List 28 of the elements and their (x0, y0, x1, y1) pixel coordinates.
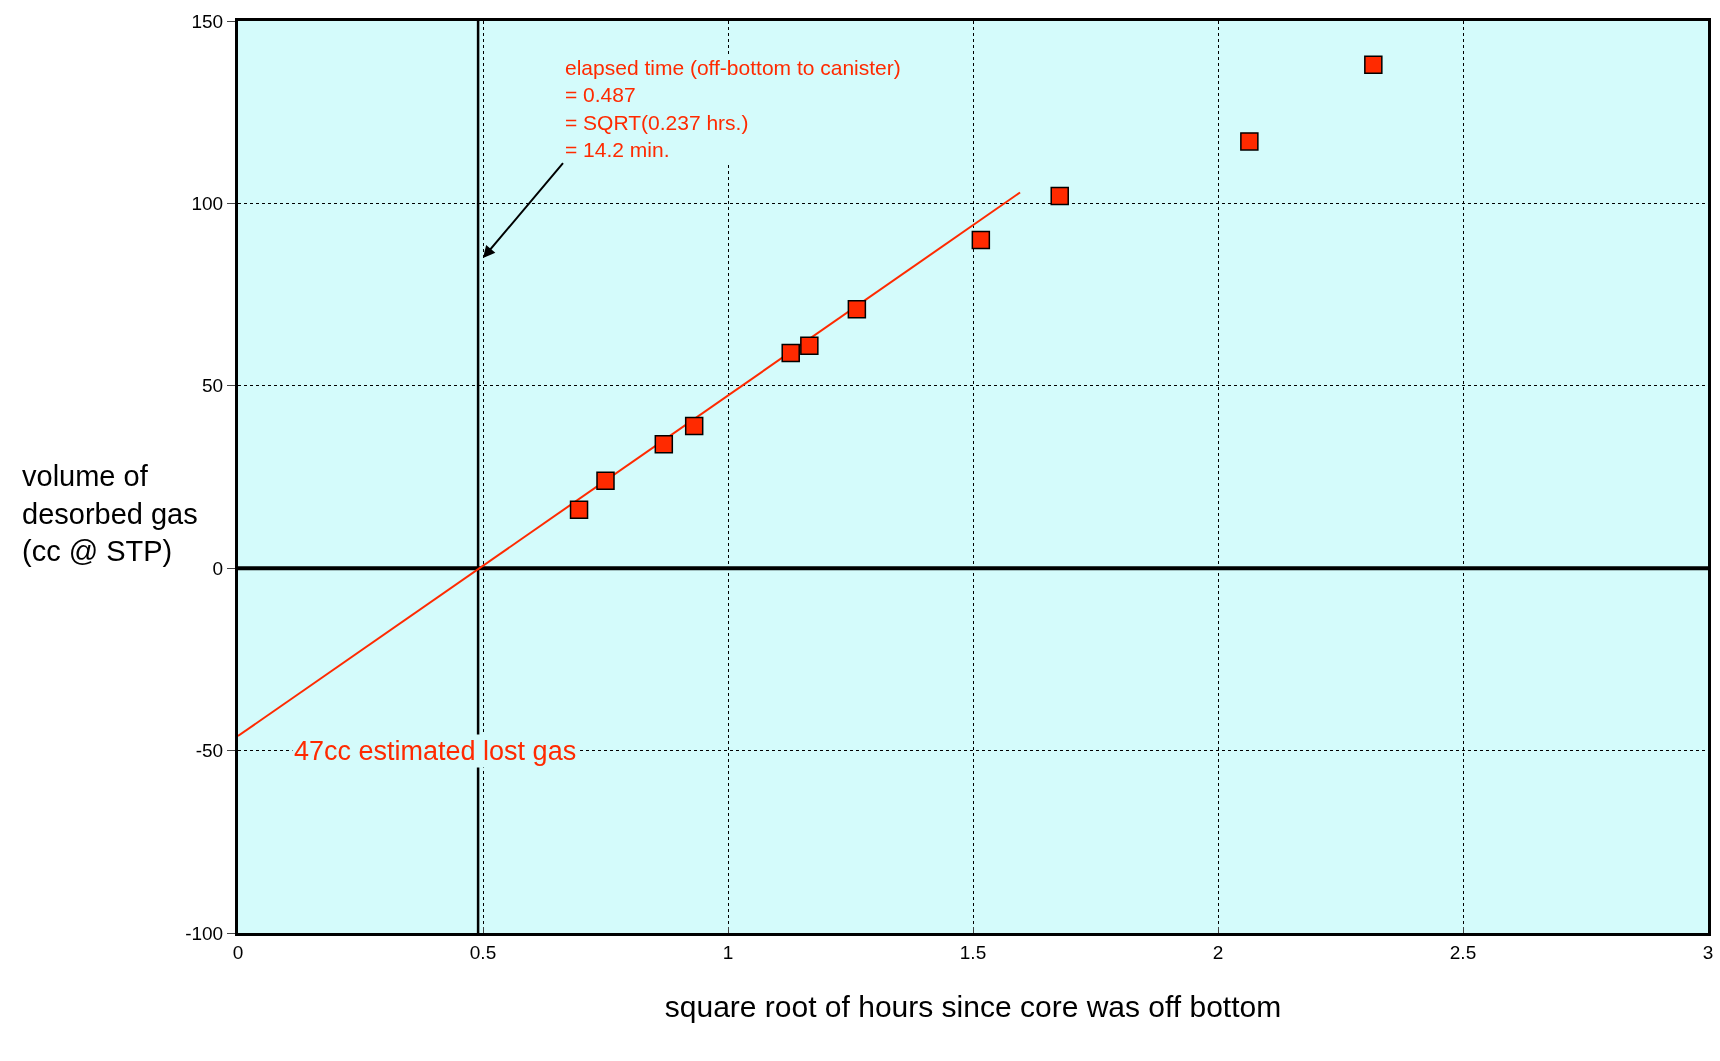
point (847, 299, 867, 319)
y-tick-label: -100 (185, 922, 224, 944)
point (569, 500, 589, 520)
y-tick-label: 50 (202, 375, 224, 397)
y-tick-label: -50 (195, 740, 224, 762)
x-tick-label: 0.5 (469, 941, 497, 963)
x-tick-label: 3 (1702, 941, 1714, 963)
y-tick-label: 0 (212, 557, 224, 579)
point (684, 416, 704, 436)
point (596, 471, 615, 490)
annotation: elapsed time (off-bottom to canister) = 0.487 = SQRT(0.237 hrs.) = 14.2 min. (565, 56, 901, 161)
x-tick-label: 0 (232, 941, 244, 963)
point (781, 343, 800, 363)
annotation: 47cc estimated lost gas (294, 736, 577, 766)
x-axis-title: square root of hours since core was off bottom (664, 990, 1282, 1024)
x-tick-label: 1 (722, 941, 734, 963)
y-tick-label: 150 (191, 10, 224, 32)
y-tick-label: 100 (191, 193, 224, 215)
y-axis-title: volume of desorbed gas (cc @ STP) (22, 460, 198, 568)
x-tick-label: 2.5 (1449, 941, 1477, 963)
x-tick-label: 1.5 (959, 941, 987, 963)
x-tick-label: 2 (1212, 941, 1224, 963)
point (654, 434, 674, 454)
point (1050, 186, 1069, 206)
point (800, 336, 819, 355)
point (1364, 55, 1383, 75)
point (971, 230, 991, 250)
point (1240, 132, 1259, 151)
